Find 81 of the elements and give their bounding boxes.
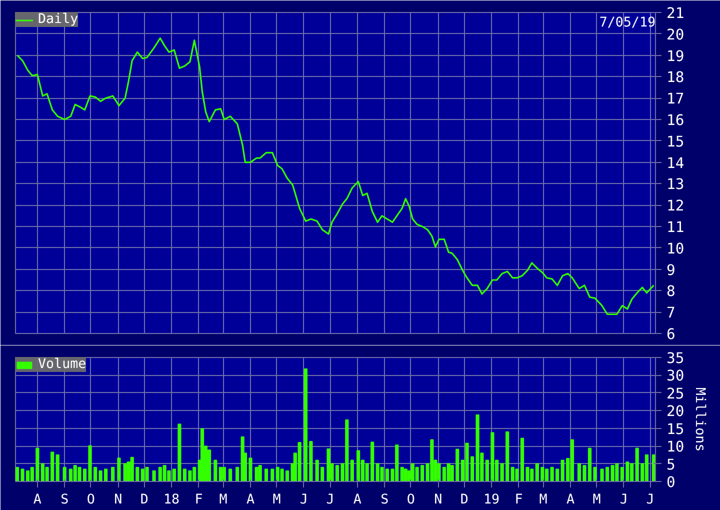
x-tick-label: M — [539, 492, 548, 508]
bar — [123, 463, 127, 482]
bar — [117, 458, 121, 482]
x-tick-label: J — [620, 492, 628, 508]
bar — [56, 454, 60, 482]
bar — [111, 466, 115, 482]
y-tick-label: 19 — [666, 48, 684, 65]
bar — [228, 468, 232, 482]
line-series — [16, 37, 655, 316]
bar — [356, 450, 360, 482]
y-tick-label: 30 — [666, 368, 684, 385]
y-tick-label: 17 — [666, 90, 684, 108]
y-tick-label: 10 — [666, 438, 684, 456]
x-tick-label: J — [300, 492, 308, 508]
bar — [270, 468, 274, 482]
y-tick-label: 12 — [666, 198, 684, 215]
y-tick-label: 15 — [666, 133, 684, 150]
y-tick-label: 20 — [666, 403, 684, 420]
bar — [644, 454, 649, 482]
y-tick-label: 20 — [666, 26, 684, 44]
y-axis-title: Millions — [692, 387, 708, 452]
x-tick-label: A — [353, 492, 362, 508]
y-tick-label: 9 — [666, 262, 676, 279]
x-tick-label: N — [114, 492, 122, 508]
x-tick-label: S — [60, 492, 69, 508]
y-tick-label: 8 — [666, 283, 676, 300]
y-tick-label: 6 — [666, 326, 676, 343]
y-tick-label: 5 — [666, 456, 676, 474]
bar — [145, 466, 149, 482]
y-tick-label: 16 — [666, 112, 684, 129]
bar — [152, 470, 156, 482]
bar — [162, 465, 166, 482]
legend-label: Volume — [38, 357, 86, 372]
y-tick-label: 21 — [666, 5, 684, 22]
x-tick-label: M — [219, 492, 228, 508]
y-tick-label: 13 — [666, 176, 684, 194]
y-tick-label: 14 — [666, 154, 684, 172]
x-tick-label: A — [566, 492, 574, 508]
bar — [326, 448, 330, 482]
x-tick-label: N — [434, 492, 442, 508]
x-tick-label: O — [406, 492, 415, 508]
x-tick-label: 19 — [484, 492, 500, 508]
bar — [214, 460, 218, 482]
bar — [254, 466, 258, 482]
y-tick-label: 0 — [666, 474, 676, 491]
x-tick-label: M — [272, 492, 281, 508]
y-tick-label: 18 — [666, 69, 684, 86]
bar — [68, 468, 73, 482]
y-tick-label: 11 — [666, 219, 684, 236]
bar — [235, 466, 240, 482]
y-tick-label: 35 — [666, 350, 684, 367]
legend-label: Daily — [38, 12, 78, 27]
bar — [207, 449, 212, 482]
bar — [62, 466, 66, 482]
x-tick-label: J — [326, 492, 334, 508]
bar — [570, 439, 574, 482]
bar — [218, 466, 222, 482]
x-tick-label: F — [194, 492, 203, 508]
x-tick-label: D — [140, 492, 148, 508]
y-tick-label: 25 — [666, 385, 684, 402]
bar — [350, 460, 354, 482]
x-tick-label: A — [33, 492, 42, 508]
x-tick-label: S — [380, 492, 389, 508]
bar — [200, 428, 204, 482]
x-tick-label: 18 — [164, 492, 180, 508]
bar — [298, 442, 302, 482]
bar — [446, 463, 450, 482]
annotation: 7/05/19 — [599, 16, 656, 30]
x-tick-label: A — [246, 492, 254, 508]
y-tick-label: 7 — [666, 304, 676, 322]
bar — [264, 468, 268, 482]
y-tick-label: 10 — [666, 240, 684, 258]
x-tick-label: O — [86, 492, 95, 508]
x-tick-label: J — [646, 492, 654, 508]
x-tick-label: D — [460, 492, 468, 508]
y-tick-label: 15 — [666, 420, 684, 438]
bar — [400, 466, 404, 482]
x-tick-label: F — [514, 492, 523, 508]
x-tick-label: M — [592, 492, 601, 508]
bar — [222, 466, 226, 482]
bar — [258, 465, 262, 482]
